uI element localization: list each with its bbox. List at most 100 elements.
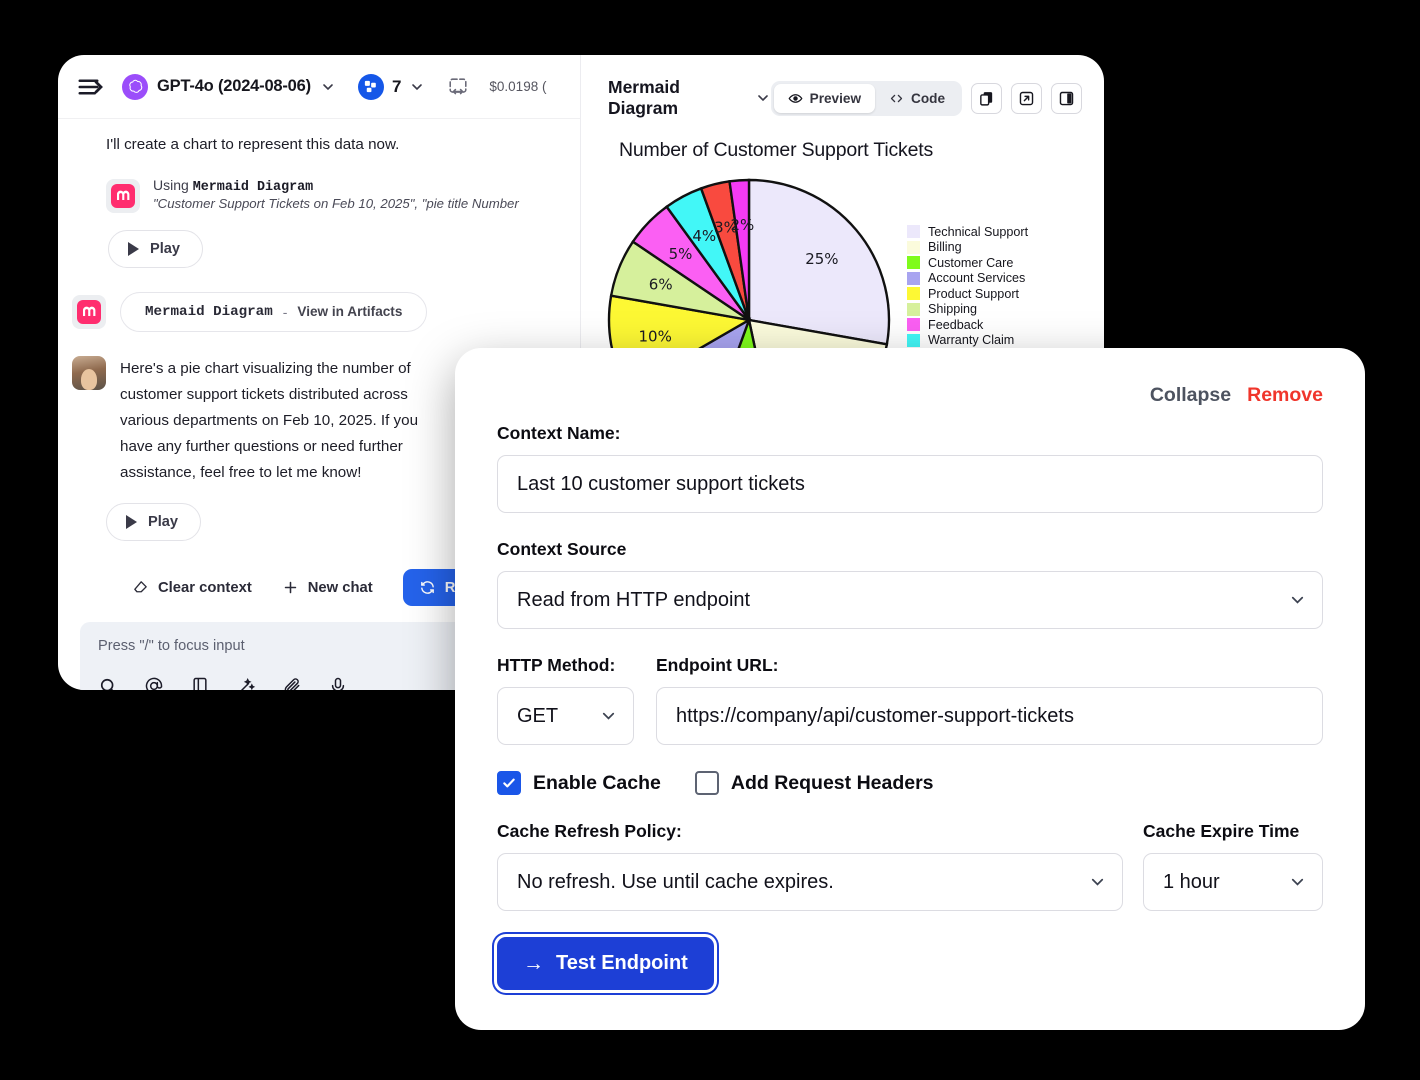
cache-policy-field: Cache Refresh Policy: No refresh. Use un… (497, 821, 1123, 911)
copy-icon (980, 91, 993, 106)
at-mention-icon[interactable] (144, 676, 164, 690)
split-panel-icon (1059, 91, 1074, 105)
composer-placeholder: Press "/" to focus input (98, 638, 245, 655)
chevron-down-icon[interactable] (755, 90, 771, 106)
play-button-2[interactable]: Play (106, 503, 202, 542)
add-request-headers-label: Add Request Headers (730, 771, 934, 794)
openai-logo-icon (122, 73, 148, 100)
test-endpoint-button[interactable]: → Test Endpoint (497, 937, 714, 990)
pie-slice (747, 178, 891, 346)
tool-call-block: Using Mermaid Diagram "Customer Support … (106, 177, 566, 213)
search-icon[interactable] (98, 676, 118, 690)
chart-title: Number of Customer Support Tickets (619, 139, 933, 161)
context-selector[interactable]: 7 (357, 73, 425, 100)
cache-policy-value: No refresh. Use until cache expires. (517, 870, 834, 893)
cost-label: $0.0198 ( (489, 79, 547, 94)
http-method-select[interactable]: GET (497, 687, 634, 745)
checkbox-box-unchecked (694, 771, 719, 795)
tab-preview-label: Preview (809, 90, 862, 106)
tool-using-line: Using Mermaid Diagram (153, 177, 314, 195)
cache-expire-select[interactable]: 1 hour (1143, 853, 1323, 911)
artifact-title-group[interactable]: Mermaid Diagram (608, 77, 771, 119)
play-triangle-icon (126, 515, 137, 530)
legend-item: Product Support (907, 286, 1028, 302)
legend-swatch (907, 302, 920, 316)
mermaid-logo-icon (77, 299, 101, 324)
checkbox-box-checked (497, 771, 521, 795)
context-source-select[interactable]: Read from HTTP endpoint (497, 571, 1323, 629)
legend-label: Warranty Claim (928, 333, 1015, 348)
microphone-icon[interactable] (328, 676, 348, 690)
model-name-label: GPT-4o (2024-08-06) (157, 77, 311, 95)
tab-preview[interactable]: Preview (773, 83, 876, 113)
plus-icon (284, 582, 296, 594)
tool-name-label: Mermaid Diagram (192, 179, 314, 195)
http-request-row: HTTP Method: GET Endpoint URL: (497, 655, 1323, 745)
chevron-down-icon[interactable] (320, 79, 336, 95)
sidebar-toggle-icon[interactable] (76, 72, 106, 102)
eye-icon (788, 93, 803, 103)
context-source-label: Context Source (497, 539, 627, 559)
model-selector[interactable]: GPT-4o (2024-08-06) (122, 73, 336, 100)
context-source-field: Context Source Read from HTTP endpoint (497, 539, 1323, 629)
chat-topbar: GPT-4o (2024-08-06) 7 (58, 55, 588, 119)
tab-code[interactable]: Code (875, 84, 959, 113)
artifact-view-label: View in Artifacts (297, 304, 403, 320)
endpoint-url-input[interactable] (656, 687, 1323, 745)
clear-context-button[interactable]: Clear context (132, 579, 252, 596)
new-chat-label: New chat (307, 579, 373, 596)
cache-policy-select[interactable]: No refresh. Use until cache expires. (497, 853, 1123, 911)
legend-item: Warranty Claim (907, 333, 1028, 349)
legend-label: Feedback (928, 317, 984, 332)
play-button-1[interactable]: Play (108, 229, 204, 268)
tab-code-label: Code (911, 90, 945, 106)
legend-swatch (907, 271, 920, 285)
pie-slice-label: 3% (714, 219, 738, 237)
new-chat-button[interactable]: New chat (282, 579, 373, 596)
assistant-reply-text: Here's a pie chart visualizing the numbe… (120, 359, 419, 482)
expand-width-icon[interactable] (447, 76, 469, 98)
chevron-down-icon (1288, 591, 1307, 610)
chevron-down-icon (1088, 873, 1107, 892)
assistant-reply-row: Here's a pie chart visualizing the numbe… (72, 355, 566, 487)
magic-wand-icon[interactable] (236, 676, 256, 690)
play-label: Play (150, 240, 181, 257)
pie-slice-label: 4% (692, 227, 716, 245)
enable-cache-checkbox[interactable]: Enable Cache (497, 771, 661, 795)
legend-item: Feedback (907, 317, 1028, 333)
open-external-button[interactable] (1011, 82, 1042, 114)
refresh-icon (420, 581, 434, 595)
legend-item: Account Services (907, 271, 1028, 287)
context-name-input[interactable] (497, 455, 1323, 513)
add-request-headers-checkbox[interactable]: Add Request Headers (694, 771, 934, 795)
avatar (72, 355, 106, 390)
pie-slice-label: 5% (669, 245, 693, 263)
book-icon[interactable] (190, 676, 210, 690)
legend-label: Account Services (928, 271, 1026, 286)
paperclip-icon[interactable] (282, 676, 302, 690)
artifact-toolbar: Preview Code (770, 80, 1082, 116)
cache-expire-label: Cache Expire Time (1143, 821, 1300, 841)
legend-item: Shipping (907, 302, 1028, 318)
chevron-down-icon[interactable] (409, 79, 425, 95)
view-in-artifacts-button[interactable]: Mermaid Diagram - View in Artifacts (120, 291, 428, 332)
remove-button[interactable]: Remove (1247, 384, 1323, 406)
chart-legend: Technical Support Billing Customer Care Acc… (907, 224, 1028, 379)
enable-cache-label: Enable Cache (533, 771, 661, 794)
context-source-value: Read from HTTP endpoint (517, 588, 751, 611)
pie-slice (728, 178, 751, 321)
pie-slice-label: 10% (639, 328, 672, 346)
split-panel-button[interactable] (1051, 82, 1082, 114)
test-endpoint-label: Test Endpoint (556, 952, 688, 974)
legend-label: Billing (928, 240, 962, 255)
mermaid-tool-icon (106, 178, 140, 213)
cache-expire-field: Cache Expire Time 1 hour (1143, 821, 1323, 911)
copy-button[interactable] (971, 82, 1002, 114)
context-blocks-icon (357, 73, 384, 100)
legend-item: Customer Care (907, 255, 1028, 271)
context-name-field: Context Name: (497, 423, 1323, 513)
pie-slice-label: 6% (649, 275, 673, 293)
http-method-label: HTTP Method: (497, 655, 616, 675)
legend-label: Shipping (928, 302, 978, 317)
collapse-button[interactable]: Collapse (1149, 384, 1232, 406)
